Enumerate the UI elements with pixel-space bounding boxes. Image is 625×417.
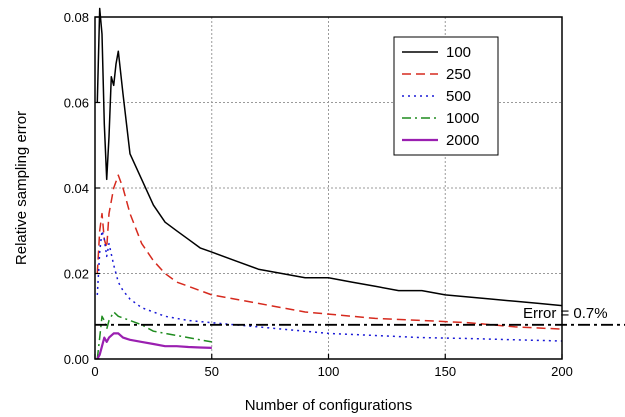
x-tick-label-3: 150 (434, 364, 456, 379)
legend-box (393, 36, 499, 156)
y-tick-label-4: 0.08 (64, 10, 89, 25)
error-threshold: Error = 0.7% (95, 305, 625, 326)
series-1000-line (96, 311, 212, 360)
series-500-line (96, 230, 563, 342)
axis-ticks: 0 50 100 150 200 0.00 0.02 0.04 0.06 0.08 (64, 10, 573, 379)
series-2000-line (96, 332, 212, 360)
legend-label-100: 100 (446, 44, 471, 61)
series-layer (96, 7, 563, 360)
y-tick-label-0: 0.00 (64, 352, 89, 367)
x-tick-label-4: 200 (551, 364, 573, 379)
y-axis-label: Relative sampling error (13, 111, 30, 265)
x-tick-label-0: 0 (91, 364, 98, 379)
legend-label-250: 250 (446, 66, 471, 83)
grid (95, 17, 562, 359)
y-tick-label-1: 0.02 (64, 267, 89, 282)
error-threshold-label: Error = 0.7% (523, 305, 608, 322)
x-axis-label: Number of configurations (245, 397, 413, 414)
y-tick-label-2: 0.04 (64, 181, 89, 196)
legend-label-2000: 2000 (446, 132, 479, 149)
legend-label-1000: 1000 (446, 110, 479, 127)
x-tick-label-1: 50 (205, 364, 219, 379)
series-100-line (96, 7, 563, 307)
y-tick-label-3: 0.06 (64, 96, 89, 111)
series-250-line (96, 174, 563, 330)
legend: 100 250 500 1000 2000 (393, 36, 499, 156)
legend-label-500: 500 (446, 88, 471, 105)
x-tick-label-2: 100 (318, 364, 340, 379)
